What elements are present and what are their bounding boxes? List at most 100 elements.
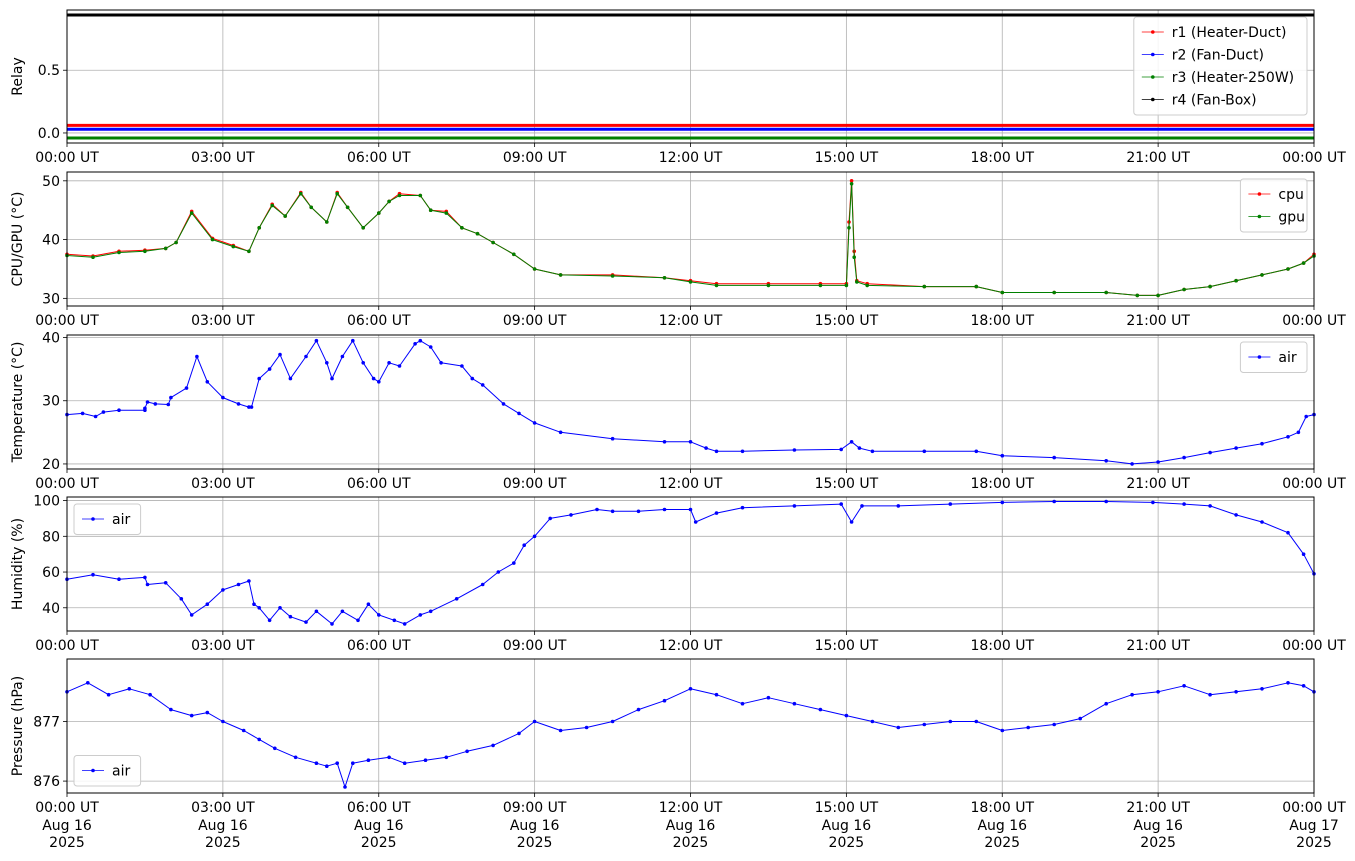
data-point (1260, 441, 1264, 446)
data-point (922, 449, 927, 454)
data-point (1182, 684, 1186, 688)
data-point (189, 713, 194, 718)
data-point (714, 692, 719, 697)
x-tick-label: 00:00 UT (35, 313, 99, 329)
legend-box (1239, 341, 1308, 373)
x-tick-label: 00:00 UT (1282, 313, 1346, 329)
data-point (361, 226, 366, 230)
data-point (145, 400, 150, 404)
data-point (610, 509, 615, 514)
data-point (662, 276, 667, 280)
data-point (792, 504, 797, 508)
y-axis-label: CPU/GPU (°C) (10, 192, 26, 287)
data-point (377, 211, 381, 215)
data-point (304, 620, 308, 624)
legend-swatch-marker (1257, 192, 1262, 196)
data-point (335, 761, 340, 765)
x-tick-label: 03:00 UT (191, 150, 255, 166)
data-point (470, 376, 475, 381)
data-point (595, 507, 599, 512)
data-point (532, 534, 537, 539)
legend-box (1239, 178, 1308, 233)
x-tick-label: 12:00 UT (659, 638, 723, 654)
data-point (293, 755, 298, 760)
x-tick-label: 21:00 UT (1126, 638, 1190, 654)
legend-swatch-marker (1151, 97, 1155, 102)
data-point (366, 758, 371, 762)
data-point (714, 283, 719, 288)
series-line-1 (66, 340, 1315, 465)
data-point (117, 408, 121, 413)
data-point (1130, 692, 1134, 697)
data-point (844, 713, 849, 718)
data-point (428, 609, 433, 614)
data-point (444, 755, 449, 760)
x-tick-label: 09:00 UT (503, 800, 567, 816)
data-point (174, 240, 178, 245)
data-point (314, 338, 319, 343)
data-point (1286, 435, 1290, 439)
axes-frame (66, 171, 1315, 307)
data-point (377, 613, 381, 617)
data-point (304, 354, 308, 359)
data-point (870, 449, 875, 454)
legend-box (1133, 16, 1308, 116)
legend-label: r3 (Heater-250W) (1172, 70, 1294, 86)
x-tick-label: 06:00 UT (347, 313, 411, 329)
x-tick-label: 15:00 UT (815, 313, 879, 329)
legend-swatch-marker (91, 768, 95, 773)
data-point (366, 602, 371, 606)
x-tick-label: 00:00 UT (35, 800, 99, 816)
data-point (241, 728, 246, 733)
data-point (688, 507, 693, 512)
data-point (288, 376, 293, 381)
data-point (1208, 450, 1212, 455)
x-tick-label: 03:00 UT (191, 638, 255, 654)
legend-label: r1 (Heater-Duct) (1172, 25, 1287, 41)
x-tick-date-label: 2025 (205, 835, 241, 851)
data-point (475, 231, 480, 236)
x-tick-label: 00:00 UT (35, 638, 99, 654)
x-tick-date-label: 2025 (984, 835, 1020, 851)
x-tick-label: 03:00 UT (191, 313, 255, 329)
data-point (93, 414, 98, 419)
data-point (532, 267, 537, 271)
data-point (169, 395, 173, 400)
data-point (839, 447, 843, 452)
data-point (1208, 284, 1212, 289)
data-point (1000, 500, 1005, 505)
data-point (127, 687, 132, 691)
axes-frame (66, 496, 1315, 632)
data-point (418, 613, 423, 617)
x-tick-label: 12:00 UT (659, 150, 723, 166)
data-point (278, 352, 282, 357)
y-tick-label: 40 (42, 331, 60, 347)
chart-panel-1: 00:00 UT 03:00 UT 06:00 UT 09:00 UT 12:00 UT… (10, 9, 1346, 166)
data-point (351, 338, 355, 343)
data-point (413, 342, 417, 346)
data-point (818, 283, 823, 288)
legend-box (73, 503, 142, 535)
legend-label: air (1278, 350, 1296, 366)
legend-label: cpu (1278, 187, 1303, 203)
x-tick-label: 09:00 UT (503, 313, 567, 329)
data-point (418, 338, 423, 343)
data-point (1234, 690, 1238, 694)
data-point (896, 725, 901, 730)
data-point (345, 205, 350, 210)
data-point (792, 701, 797, 706)
data-point (922, 284, 927, 289)
data-point (371, 376, 376, 381)
data-point (221, 588, 225, 592)
x-tick-label: 09:00 UT (503, 150, 567, 166)
legend-swatch-marker (1151, 30, 1155, 34)
data-point (267, 367, 272, 371)
data-point (1286, 681, 1290, 685)
legend-label: r4 (Fan-Box) (1172, 93, 1257, 109)
axes-frame (66, 658, 1315, 794)
data-point (377, 380, 381, 384)
data-point (257, 376, 262, 381)
y-tick-label: 80 (42, 529, 60, 545)
data-point (236, 402, 241, 406)
